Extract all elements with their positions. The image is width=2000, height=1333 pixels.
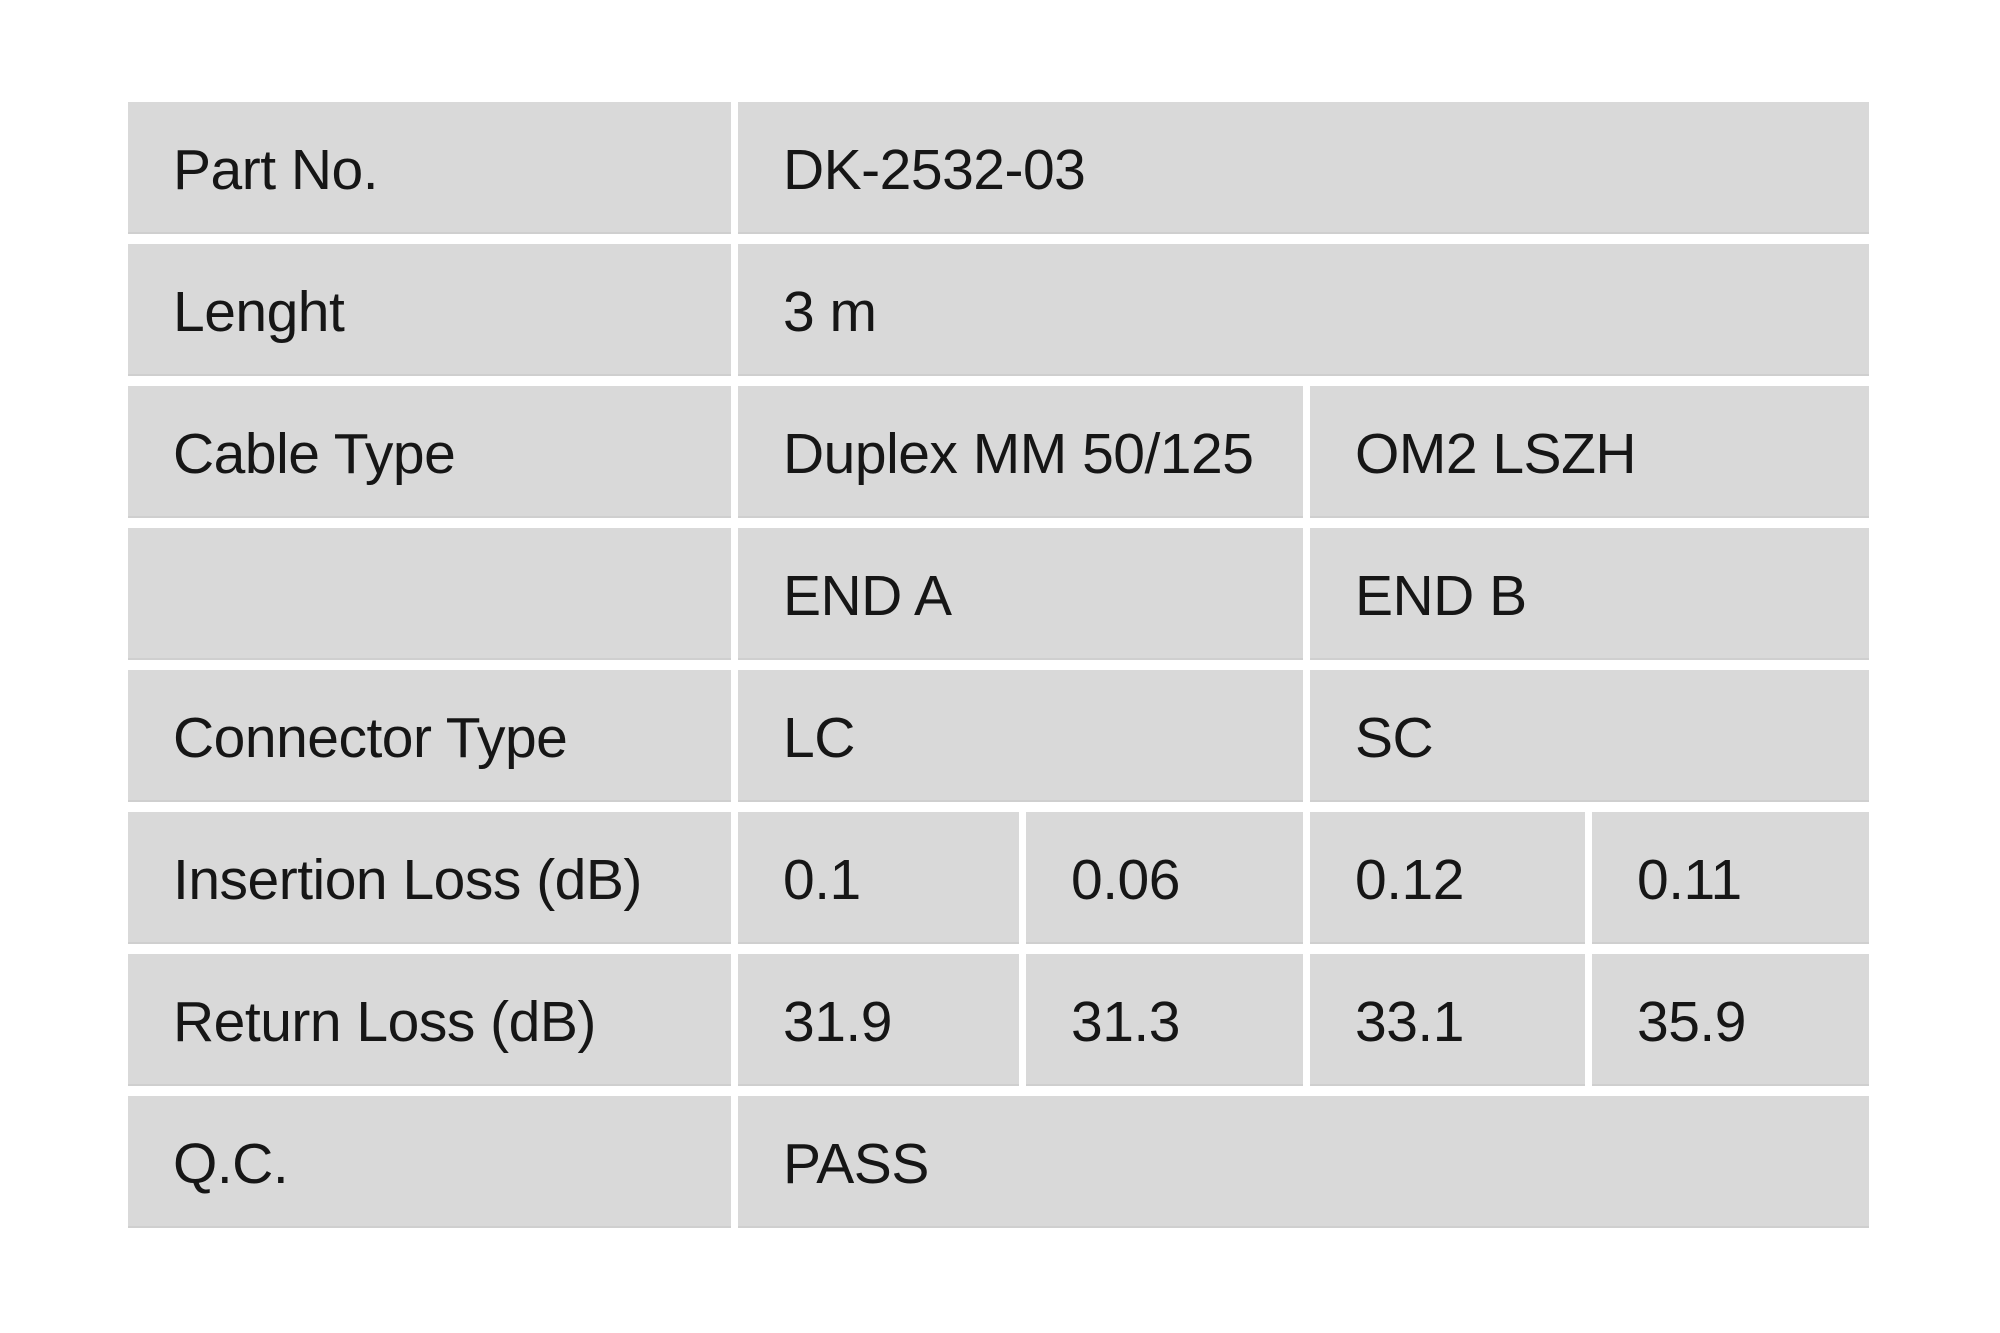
row-label-length: Lenght bbox=[128, 244, 731, 376]
cell-end-a-header: END A bbox=[738, 528, 1303, 660]
cell-cable-type-b: OM2 LSZH bbox=[1310, 386, 1869, 518]
cell-insertion-loss-a2: 0.06 bbox=[1026, 812, 1303, 944]
row-label-cable-type: Cable Type bbox=[128, 386, 731, 518]
cell-qc-value: PASS bbox=[738, 1096, 1869, 1228]
row-label-empty bbox=[128, 528, 731, 660]
row-label-qc: Q.C. bbox=[128, 1096, 731, 1228]
cell-cable-type-a: Duplex MM 50/125 bbox=[738, 386, 1303, 518]
cell-length-value: 3 m bbox=[738, 244, 1869, 376]
cell-return-loss-a1: 31.9 bbox=[738, 954, 1019, 1086]
row-label-part-no: Part No. bbox=[128, 102, 731, 234]
cell-connector-end-b: SC bbox=[1310, 670, 1869, 802]
row-label-connector-type: Connector Type bbox=[128, 670, 731, 802]
cell-part-no-value: DK-2532-03 bbox=[738, 102, 1869, 234]
cell-end-b-header: END B bbox=[1310, 528, 1869, 660]
spec-table: Part No. DK-2532-03 Lenght 3 m Cable Typ… bbox=[128, 102, 1869, 1228]
cell-insertion-loss-b1: 0.12 bbox=[1310, 812, 1585, 944]
cell-return-loss-b1: 33.1 bbox=[1310, 954, 1585, 1086]
cell-return-loss-b2: 35.9 bbox=[1592, 954, 1869, 1086]
row-label-insertion-loss: Insertion Loss (dB) bbox=[128, 812, 731, 944]
row-label-return-loss: Return Loss (dB) bbox=[128, 954, 731, 1086]
cell-return-loss-a2: 31.3 bbox=[1026, 954, 1303, 1086]
cell-insertion-loss-a1: 0.1 bbox=[738, 812, 1019, 944]
cell-connector-end-a: LC bbox=[738, 670, 1303, 802]
cell-insertion-loss-b2: 0.11 bbox=[1592, 812, 1869, 944]
